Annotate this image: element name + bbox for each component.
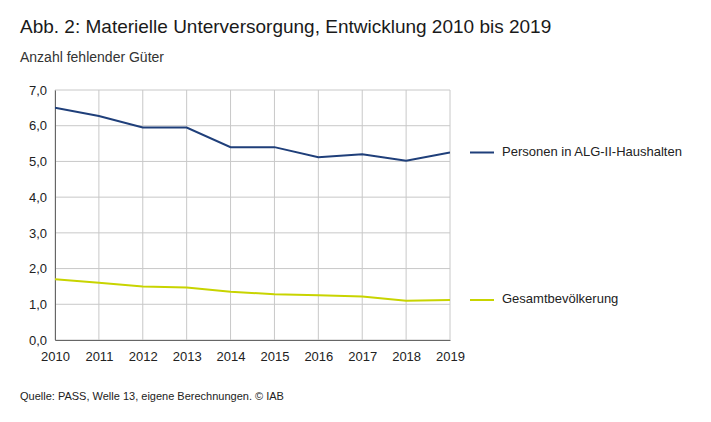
grid-line-x bbox=[318, 90, 319, 340]
legend: Personen in ALG-II-Haushalten Gesamtbevöl… bbox=[470, 144, 682, 307]
tick: 3,0 bbox=[29, 226, 55, 241]
legend-label: Personen in ALG-II-Haushalten bbox=[502, 144, 682, 159]
grid-line-y bbox=[55, 90, 450, 91]
grid-line-x bbox=[55, 90, 56, 340]
grid-line-x bbox=[230, 90, 231, 340]
subtitle: Anzahl fehlender Güter bbox=[20, 49, 164, 65]
tick-label: 0,0 bbox=[29, 333, 47, 348]
tick-label: 2015 bbox=[260, 349, 289, 364]
grid-line-x bbox=[274, 90, 275, 340]
tick: 2015 bbox=[260, 340, 289, 364]
tick: 6,0 bbox=[29, 118, 55, 133]
grid-line-x bbox=[450, 90, 451, 340]
tick-label: 1,0 bbox=[29, 297, 47, 312]
axis-line bbox=[56, 340, 451, 341]
tick-label: 7,0 bbox=[29, 83, 47, 98]
tick: 7,0 bbox=[29, 83, 55, 98]
tick-label: 2016 bbox=[304, 349, 333, 364]
legend-swatch bbox=[470, 152, 494, 154]
tick: 2019 bbox=[436, 340, 465, 364]
grid-line-x bbox=[98, 90, 99, 340]
tick: 2014 bbox=[217, 340, 246, 364]
tick-label: 2012 bbox=[129, 349, 158, 364]
legend-label: Gesamtbevölkerung bbox=[502, 291, 618, 306]
tick: 5,0 bbox=[29, 154, 55, 169]
tick-label: 2011 bbox=[85, 349, 113, 364]
tick: 4,0 bbox=[29, 190, 55, 205]
tick: 2,0 bbox=[29, 261, 55, 276]
grid-line-x bbox=[406, 90, 407, 340]
grid-line-y bbox=[55, 197, 450, 198]
tick-label: 2017 bbox=[348, 349, 377, 364]
x-axis: 2010 2011 2012 2013 2014 2015 2016 2017 2018 2019 bbox=[41, 340, 465, 364]
legend-swatch bbox=[470, 299, 494, 301]
tick-label: 2018 bbox=[392, 349, 421, 364]
series-group bbox=[55, 108, 450, 301]
grid-line-y bbox=[55, 125, 450, 126]
chart: Abb. 2: Materielle Unterversorgung, Entw… bbox=[0, 0, 711, 422]
tick-label: 2010 bbox=[41, 349, 70, 364]
tick: 2011 bbox=[85, 340, 113, 364]
tick-label: 5,0 bbox=[29, 154, 47, 169]
axis-line bbox=[55, 91, 56, 341]
grid-line-y bbox=[55, 268, 450, 269]
source: Quelle: PASS, Welle 13, eigene Berechnun… bbox=[20, 390, 284, 402]
tick-label: 2013 bbox=[173, 349, 202, 364]
grid bbox=[55, 90, 450, 340]
tick: 1,0 bbox=[29, 297, 55, 312]
line bbox=[55, 108, 450, 161]
line bbox=[55, 279, 450, 300]
tick: 2018 bbox=[392, 340, 421, 364]
tick-label: 6,0 bbox=[29, 118, 47, 133]
tick-label: 3,0 bbox=[29, 226, 47, 241]
tick-label: 2019 bbox=[436, 349, 465, 364]
grid-line-x bbox=[362, 90, 363, 340]
tick: 2013 bbox=[173, 340, 202, 364]
tick-label: 4,0 bbox=[29, 190, 47, 205]
tick: 2017 bbox=[348, 340, 377, 364]
grid-line-y bbox=[55, 232, 450, 233]
title: Abb. 2: Materielle Unterversorgung, Entw… bbox=[20, 16, 551, 37]
grid-line-y bbox=[55, 340, 450, 341]
tick: 2010 bbox=[41, 340, 70, 364]
tick-label: 2014 bbox=[217, 349, 246, 364]
tick: 2012 bbox=[129, 340, 158, 364]
tick-label: 2,0 bbox=[29, 261, 47, 276]
y-axis: 0,0 1,0 2,0 3,0 4,0 5,0 6,0 7,0 bbox=[29, 83, 56, 348]
tick: 0,0 bbox=[29, 333, 55, 348]
grid-line-y bbox=[55, 304, 450, 305]
grid-line-y bbox=[55, 161, 450, 162]
tick: 2016 bbox=[304, 340, 333, 364]
